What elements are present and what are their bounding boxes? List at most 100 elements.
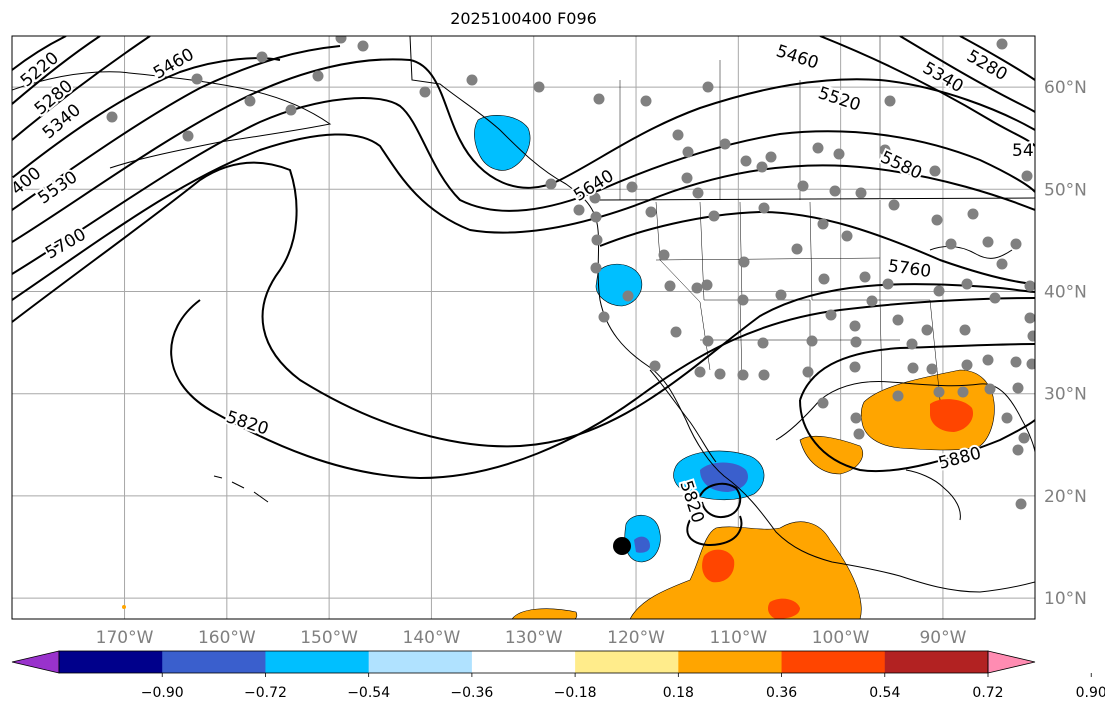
station-dot [926, 363, 938, 375]
state-boundaries [619, 36, 941, 401]
latitude-label: 20°N [1044, 487, 1087, 507]
alaska-coast [12, 71, 332, 169]
station-dot [921, 324, 933, 336]
station-dot [818, 273, 830, 285]
colorbar-segment [265, 651, 370, 673]
station-dot [702, 81, 714, 93]
map-title: 2025100400 F096 [450, 9, 597, 28]
station-dot [817, 397, 829, 409]
baja-california [649, 369, 717, 463]
longitude-labels: 170°W 160°W 150°W 140°W 130°W 120°W 110°W 100°W… [96, 628, 967, 648]
station-dot [622, 290, 634, 302]
station-dot [825, 309, 837, 321]
station-dot [959, 324, 971, 336]
station-dot [806, 335, 818, 347]
colorbar-tick-label: −0.72 [244, 685, 287, 701]
latitude-labels: 60°N 50°N 40°N 30°N 20°N 10°N [1044, 78, 1087, 609]
station-dot [670, 326, 682, 338]
colorbar-segment [678, 651, 783, 673]
station-dot [933, 386, 945, 398]
station-dot [849, 320, 861, 332]
station-dot [664, 280, 676, 292]
longitude-label: 170°W [96, 628, 154, 648]
colorbar-tick-label: 0.72 [972, 685, 1003, 701]
station-dot [756, 161, 768, 173]
station-dot [244, 95, 256, 107]
contour-5760 [599, 210, 1035, 285]
longitude-label: 120°W [607, 628, 665, 648]
latitude-label: 60°N [1044, 78, 1087, 98]
tiny-positive-anomaly [122, 605, 126, 609]
station-dot [335, 36, 347, 44]
station-dot [738, 256, 750, 268]
station-dot [1010, 238, 1022, 250]
contour-5340-west [12, 36, 151, 141]
station-dot [1001, 412, 1013, 424]
station-dot [791, 243, 803, 255]
station-markers [106, 36, 1035, 510]
station-dot [888, 199, 900, 211]
colorbar-segment [59, 651, 163, 673]
station-dot [775, 289, 787, 301]
contour-5400-west [12, 57, 281, 179]
colorbar-tick-label: 0.18 [663, 685, 694, 701]
station-dot [1024, 280, 1035, 292]
station-dot [285, 104, 297, 116]
station-dot [737, 294, 749, 306]
colorbar-segment [162, 651, 266, 673]
strong-positive-anomaly-east-pacific-1 [702, 549, 735, 583]
contour-5280-west [12, 36, 101, 105]
colorbar-segment [884, 651, 989, 673]
station-dot [466, 74, 478, 86]
station-dot [850, 412, 862, 424]
contour-5880 [799, 343, 1035, 473]
station-dot [672, 129, 684, 141]
station-dot [593, 93, 605, 105]
colorbar: −0.90 −0.72 −0.54 −0.36 −0.18 0.18 0.36 0.54 0.7… [11, 650, 1105, 701]
station-dot [945, 238, 957, 250]
north-america-west-coast [409, 36, 1035, 593]
station-dot [797, 180, 809, 192]
station-dot [989, 292, 1001, 304]
station-dot [256, 51, 268, 63]
station-dot [714, 368, 726, 380]
station-dot [357, 40, 369, 52]
colorbar-segment [575, 651, 679, 673]
contour-ridge-3 [12, 133, 1035, 301]
station-dot [812, 142, 824, 154]
station-dot [626, 181, 638, 193]
latitude-label: 50°N [1044, 180, 1087, 200]
station-dot [765, 151, 777, 163]
station-dot [545, 178, 557, 190]
longitude-label: 160°W [198, 628, 256, 648]
colorbar-tick-label: −0.36 [450, 685, 493, 701]
colorbar-tick-label: −0.54 [347, 685, 390, 701]
station-dot [929, 165, 941, 177]
coastlines [12, 36, 1035, 593]
station-dot [866, 295, 878, 307]
contour-5280-east [959, 36, 1035, 81]
station-dot [1024, 312, 1035, 324]
station-dot [849, 361, 861, 373]
colorbar-frame [58, 650, 989, 674]
station-dot [701, 279, 713, 291]
storm-marker [613, 537, 631, 555]
station-dot [691, 282, 703, 294]
colorbar-tick-label: 0.36 [766, 685, 797, 701]
station-dot [312, 70, 324, 82]
negative-anomaly-alaska [474, 115, 531, 171]
station-dot [859, 271, 871, 283]
station-dot [850, 336, 862, 348]
station-dot [961, 359, 973, 371]
station-dot [702, 335, 714, 347]
contour-ridge-1 [12, 58, 1035, 243]
station-dot [182, 130, 194, 142]
colorbar-tick-label: −0.18 [554, 685, 597, 701]
station-dot [996, 258, 1008, 270]
contour-5340-east [899, 36, 1035, 113]
station-dot [419, 86, 431, 98]
station-dot [892, 390, 904, 402]
station-dot [591, 234, 603, 246]
contour-trough [12, 161, 1035, 448]
